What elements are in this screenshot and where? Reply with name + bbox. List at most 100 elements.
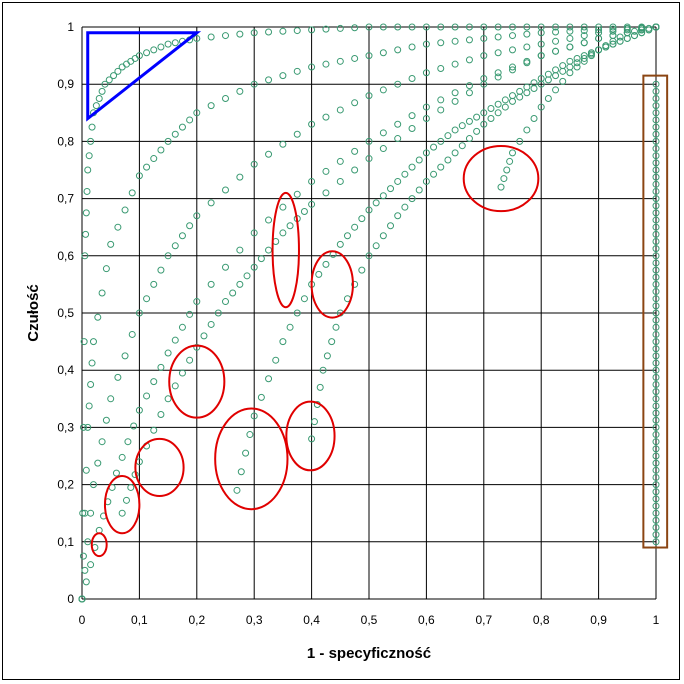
data-point: [121, 352, 129, 360]
data-point: [652, 273, 660, 281]
data-point: [480, 34, 488, 42]
data-point: [652, 23, 660, 31]
data-point: [523, 89, 531, 97]
x-tick-label: 0,7: [475, 613, 492, 627]
data-point: [112, 469, 120, 477]
data-point: [652, 87, 660, 95]
data-point: [336, 240, 344, 248]
data-point: [250, 229, 258, 237]
data-point: [351, 24, 359, 32]
data-point: [394, 212, 402, 220]
data-point: [523, 126, 531, 134]
data-point: [84, 423, 92, 431]
data-point: [652, 524, 660, 531]
data-point: [143, 392, 151, 400]
data-point: [171, 336, 179, 344]
data-point: [379, 23, 387, 31]
data-point: [114, 373, 122, 381]
data-point: [336, 177, 344, 185]
data-point: [494, 73, 502, 81]
data-point: [523, 43, 531, 51]
data-points: [78, 23, 660, 603]
data-point: [566, 43, 574, 51]
highlights: [86, 31, 669, 558]
data-point: [85, 402, 93, 410]
data-point: [652, 145, 660, 153]
data-point: [257, 393, 265, 401]
data-point: [310, 418, 318, 426]
data-point: [652, 495, 660, 503]
data-point: [107, 240, 115, 248]
data-point: [408, 43, 416, 51]
data-point: [509, 66, 516, 74]
data-point: [451, 23, 459, 31]
data-point: [365, 206, 373, 214]
data-point: [430, 170, 438, 178]
data-point: [552, 23, 560, 31]
data-point: [351, 99, 359, 107]
data-point: [164, 137, 172, 145]
data-point: [652, 316, 660, 324]
data-point: [530, 84, 538, 92]
data-point: [509, 97, 516, 105]
data-point: [293, 190, 301, 198]
data-point: [171, 242, 179, 250]
data-point: [229, 289, 237, 297]
data-point: [293, 309, 301, 317]
data-point: [566, 23, 574, 31]
data-point: [308, 435, 316, 443]
x-tick-label: 0: [79, 613, 86, 627]
data-point: [573, 63, 581, 71]
data-point: [494, 49, 502, 57]
x-tick-label: 0,8: [533, 613, 550, 627]
data-point: [652, 159, 660, 167]
data-point: [580, 39, 588, 47]
data-point: [537, 29, 545, 37]
data-point: [616, 33, 624, 41]
data-point: [652, 95, 660, 102]
data-point: [652, 423, 660, 431]
data-point: [422, 115, 430, 123]
data-point: [118, 453, 126, 461]
x-tick-label: 0,6: [418, 613, 435, 627]
data-point: [365, 137, 373, 145]
data-point: [83, 187, 91, 195]
data-point: [88, 359, 96, 367]
data-point: [233, 486, 241, 494]
data-point: [186, 356, 194, 364]
y-tick-label: 0,3: [57, 420, 74, 434]
data-point: [652, 330, 660, 338]
data-point: [351, 166, 359, 174]
data-point: [150, 46, 158, 54]
data-point: [573, 54, 581, 62]
data-point: [408, 163, 416, 171]
data-point: [98, 87, 106, 95]
data-point: [250, 160, 258, 168]
data-point: [630, 27, 638, 35]
data-point: [652, 173, 660, 181]
data-point: [84, 166, 92, 174]
data-point: [171, 130, 179, 138]
data-point: [652, 209, 660, 217]
y-tick-label: 0,4: [57, 363, 74, 377]
data-point: [131, 54, 139, 62]
data-point: [286, 323, 294, 331]
data-point: [552, 72, 560, 80]
data-point: [580, 54, 588, 62]
data-point: [652, 223, 660, 231]
data-point: [645, 24, 653, 32]
data-point: [473, 127, 481, 135]
data-point: [537, 52, 545, 60]
data-point: [279, 338, 287, 346]
data-point: [473, 113, 481, 121]
data-point: [87, 509, 95, 517]
data-point: [506, 157, 514, 165]
data-point: [308, 120, 316, 128]
data-point: [265, 246, 273, 254]
data-point: [358, 215, 366, 223]
data-point: [178, 232, 186, 240]
data-point: [92, 102, 100, 110]
data-point: [652, 466, 660, 474]
data-point: [128, 330, 136, 338]
data-point: [300, 295, 308, 303]
